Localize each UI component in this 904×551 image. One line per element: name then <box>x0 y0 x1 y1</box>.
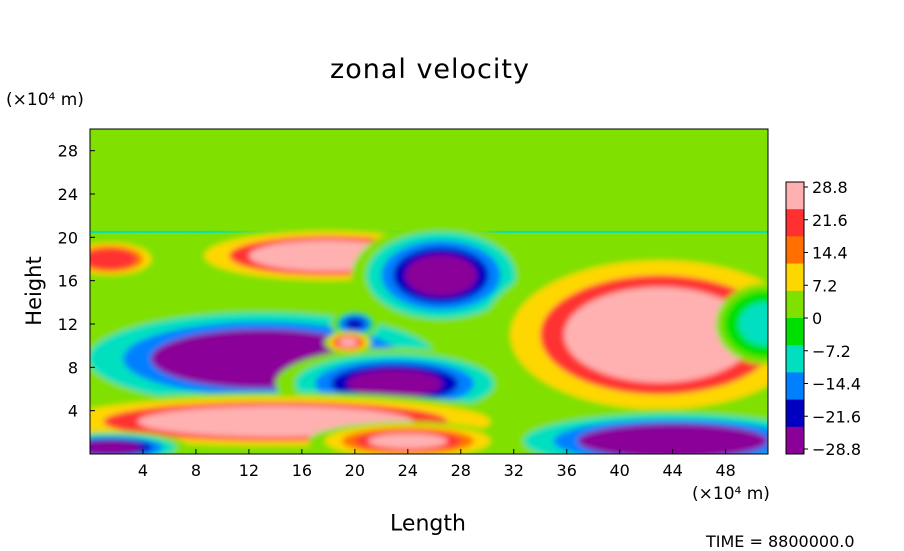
colorbar-label: 14.4 <box>812 244 848 263</box>
x-tick-label: 48 <box>715 461 735 480</box>
x-tick-label: 8 <box>191 461 201 480</box>
anomaly-left-edge-positive <box>90 239 160 279</box>
x-tick-label: 12 <box>239 461 259 480</box>
y-tick-label: 20 <box>58 228 78 247</box>
colorbar-label: −21.6 <box>812 407 861 426</box>
anomaly-bottom-center-positive <box>308 421 508 454</box>
x-tick-label: 40 <box>610 461 630 480</box>
x-tick-label: 32 <box>504 461 524 480</box>
anomaly-bottom-left-negative <box>90 431 190 454</box>
colorbar-swatch <box>786 209 804 237</box>
anomaly-bottom-right-negative <box>493 408 768 454</box>
upper-layer <box>90 129 768 232</box>
x-tick-label: 24 <box>398 461 418 480</box>
colorbar-swatch <box>786 372 804 401</box>
x-tick-label: 44 <box>662 461 682 480</box>
colorbar-label: 7.2 <box>812 276 837 295</box>
colorbar-label: 21.6 <box>812 211 848 230</box>
x-axis-unit: (×10⁴ m) <box>692 484 770 504</box>
colorbar-swatch <box>786 399 804 428</box>
x-tick-label: 16 <box>292 461 312 480</box>
colorbar-swatch <box>786 182 804 210</box>
colorbar: 28.8 21.6 14.4 7.2 0 −7.2 −14.4 −21.6 −28.8 <box>785 178 861 459</box>
anomaly-right-edge-cyan <box>715 283 768 365</box>
colorbar-label: −7.2 <box>812 342 851 361</box>
anomaly-small-positive-eddy <box>324 331 373 354</box>
x-tick-label: 20 <box>345 461 365 480</box>
colorbar-swatch <box>786 236 804 265</box>
colorbar-swatch <box>786 345 804 373</box>
colorbar-swatch <box>786 263 804 292</box>
x-tick-label: 36 <box>557 461 577 480</box>
colorbar-label: −28.8 <box>812 440 861 459</box>
colorbar-label: 28.8 <box>812 178 848 197</box>
anomaly-upper-center-negative <box>351 223 531 328</box>
y-tick-label: 28 <box>58 142 78 161</box>
colorbar-swatch <box>786 290 804 319</box>
y-tick-label: 16 <box>58 272 78 291</box>
y-tick-label: 8 <box>68 358 78 377</box>
anomaly-right-positive-core <box>480 245 768 425</box>
y-tick-label: 12 <box>58 315 78 334</box>
y-tick-label: 4 <box>68 402 78 421</box>
plot-frame <box>89 128 769 455</box>
x-axis-label: Length <box>390 511 466 537</box>
colorbar-swatch <box>786 426 804 455</box>
y-axis-unit: (×10⁴ m) <box>6 90 84 110</box>
chart-title: zonal velocity <box>330 54 530 85</box>
x-tick-label: 28 <box>451 461 471 480</box>
y-tick-label: 24 <box>58 185 78 204</box>
colorbar-label: −14.4 <box>812 375 861 394</box>
x-tick-label: 4 <box>138 461 148 480</box>
anomaly-small-negative-eddy <box>331 309 379 339</box>
plot-area <box>90 129 768 454</box>
colorbar-label: 0 <box>812 309 822 328</box>
anomalies <box>90 223 768 454</box>
colorbar-swatch <box>786 318 804 346</box>
